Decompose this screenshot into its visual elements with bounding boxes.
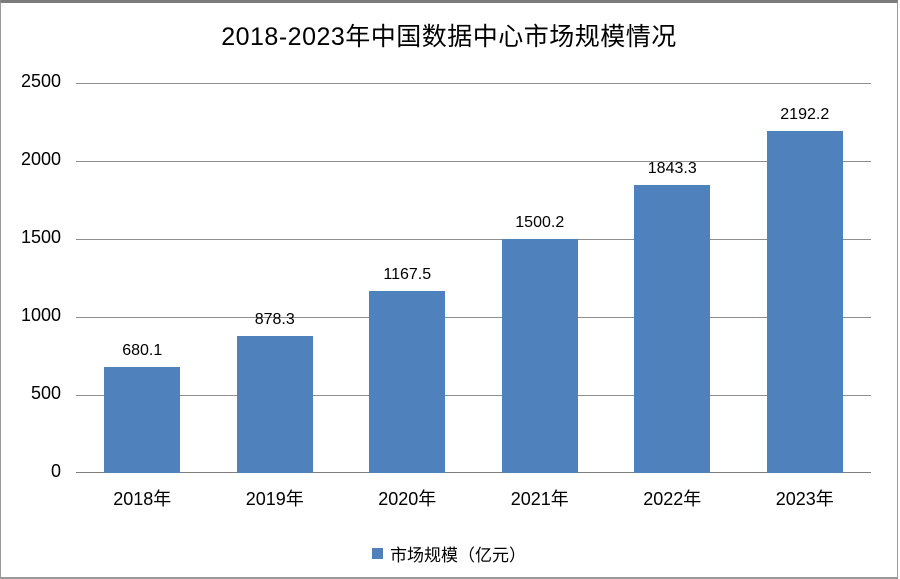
gridline	[76, 317, 871, 318]
gridline	[76, 395, 871, 396]
value-label: 1167.5	[383, 265, 432, 283]
legend: 市场规模（亿元）	[1, 541, 897, 566]
bar-slot: 1500.2	[474, 83, 607, 473]
bar-slot: 878.3	[209, 83, 342, 473]
gridline	[76, 239, 871, 240]
x-tick-label: 2023年	[775, 489, 834, 509]
plot-area: 680.1 878.3 1167.5 1500.2 1843.3 2192.2	[76, 83, 871, 473]
gridline	[76, 161, 871, 162]
x-tick-label: 2020年	[378, 489, 437, 509]
gridline	[76, 83, 871, 84]
legend-label: 市场规模（亿元）	[390, 546, 526, 565]
x-tick-label: 2022年	[643, 489, 702, 509]
chart-title: 2018-2023年中国数据中心市场规模情况	[221, 23, 677, 51]
y-tick-label: 1500	[20, 227, 61, 247]
bar-2020年	[369, 290, 446, 473]
x-tick-label: 2018年	[113, 489, 172, 509]
value-label: 1843.3	[647, 160, 697, 178]
bar-2021年	[501, 238, 578, 473]
y-tick-label: 500	[30, 383, 61, 403]
bar-2022年	[634, 185, 711, 473]
y-tick-label: 2000	[20, 149, 61, 169]
bar-slot: 680.1	[76, 83, 209, 473]
y-tick-label: 1000	[20, 305, 61, 325]
y-axis: 0 500 1000 1500 2000 2500	[1, 71, 61, 481]
x-tick-label: 2019年	[245, 489, 304, 509]
value-label: 878.3	[254, 311, 295, 328]
bar-slot: 1843.3	[606, 83, 739, 473]
value-label: 2192.2	[780, 106, 830, 124]
value-label: 1500.2	[515, 213, 565, 231]
bar-2019年	[236, 336, 313, 473]
bar-2018年	[104, 366, 181, 473]
bar-slot: 1167.5	[341, 83, 474, 473]
x-tick-label: 2021年	[510, 489, 569, 509]
bar-2023年	[766, 131, 843, 473]
legend-square-icon	[372, 548, 383, 559]
x-axis: 2018年 2019年 2020年 2021年 2022年 2023年	[76, 485, 871, 511]
bar-slot: 2192.2	[739, 83, 872, 473]
x-axis-line	[76, 472, 871, 473]
y-tick-label: 0	[50, 461, 61, 481]
value-label: 680.1	[122, 341, 163, 359]
y-tick-label: 2500	[20, 71, 61, 91]
